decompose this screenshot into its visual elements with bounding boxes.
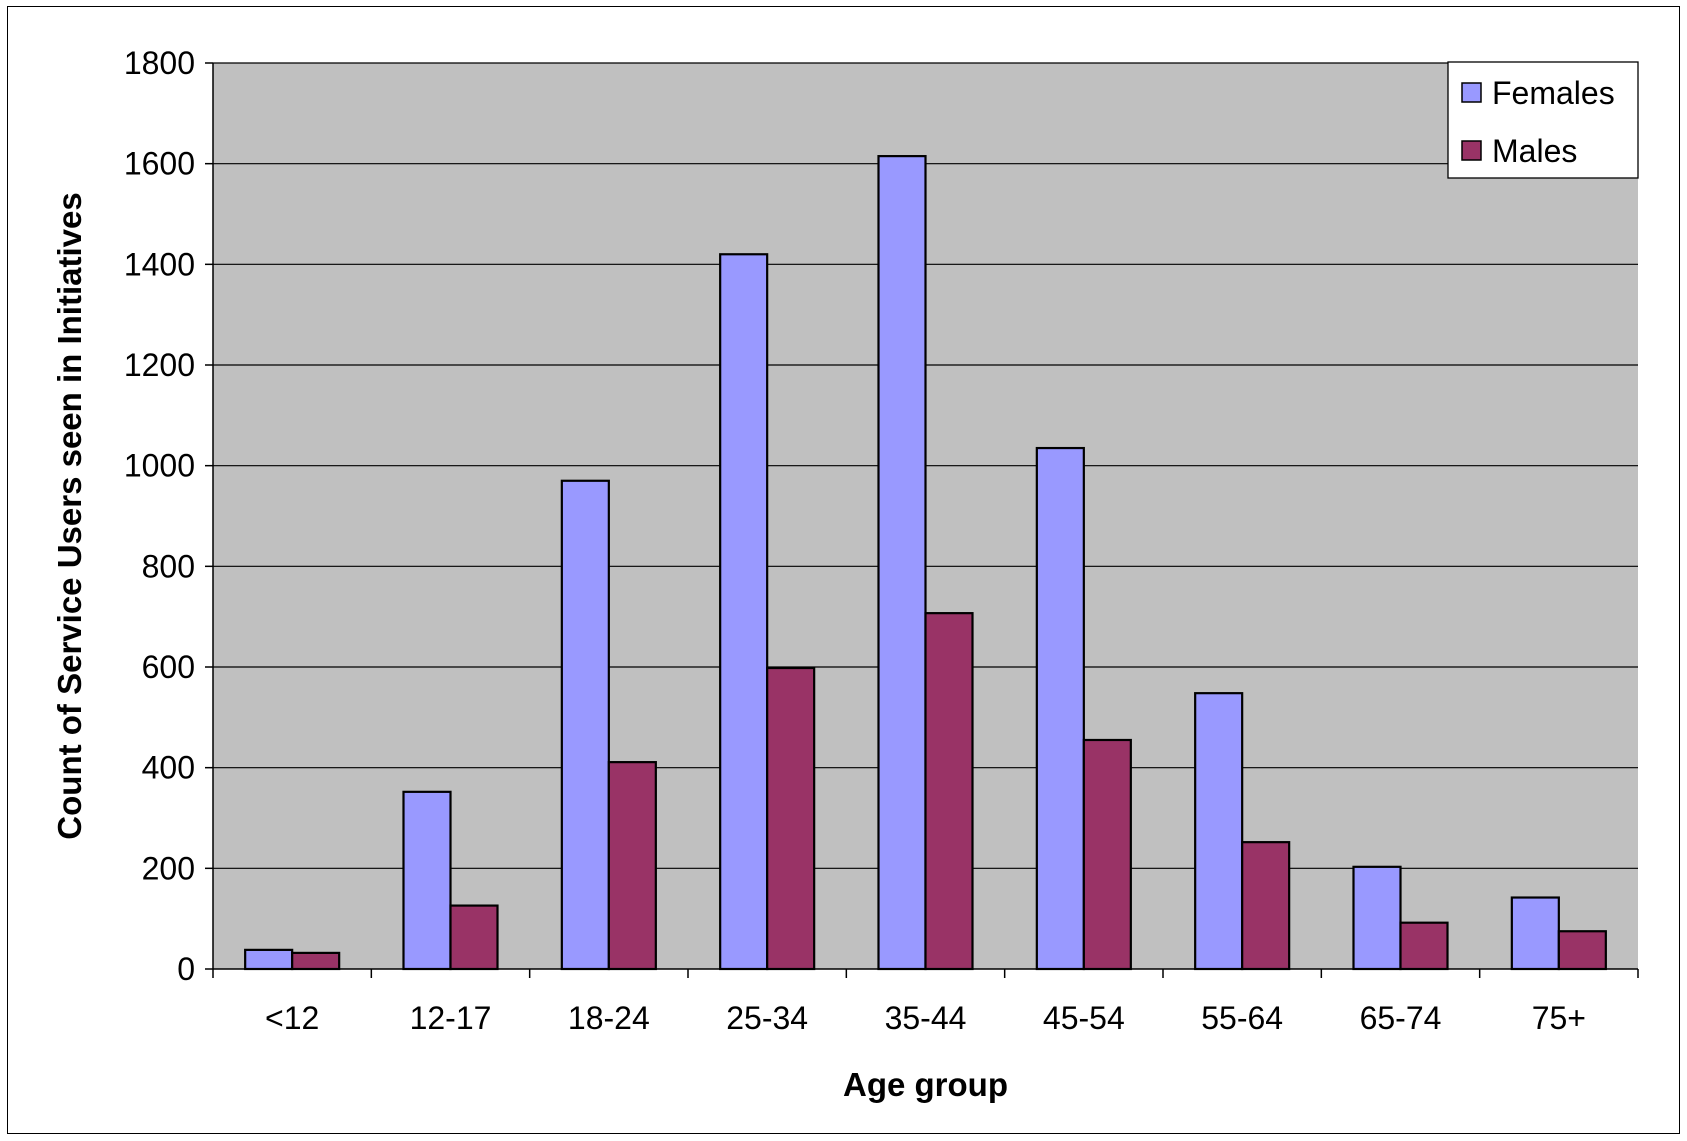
y-tick-label: 1400: [124, 246, 195, 282]
y-tick-label: 600: [142, 649, 195, 685]
bar-females-0: [244, 948, 294, 971]
y-tick-label: 1200: [124, 347, 195, 383]
bar-males-0: [291, 951, 341, 971]
legend-label-females: Females: [1492, 75, 1615, 111]
bar-females-4: [877, 155, 927, 971]
x-tick-label: 75+: [1532, 1000, 1586, 1036]
bar-females-2: [560, 479, 610, 971]
x-tick-label: 18-24: [568, 1000, 650, 1036]
bar-females-3: [719, 253, 769, 971]
legend-swatch-males: [1461, 140, 1482, 161]
x-tick-label: 25-34: [726, 1000, 808, 1036]
legend-swatch-females: [1461, 82, 1482, 103]
bar-males-6: [1241, 841, 1291, 971]
y-tick-label: 400: [142, 750, 195, 786]
bar-males-7: [1399, 921, 1449, 971]
y-tick-label: 200: [142, 850, 195, 886]
x-tick-label: 65-74: [1360, 1000, 1442, 1036]
axes: [205, 62, 1639, 978]
y-tick-label: 800: [142, 548, 195, 584]
bar-females-6: [1194, 692, 1244, 971]
bar-males-1: [449, 904, 499, 971]
bar-males-5: [1082, 738, 1132, 971]
bars: [244, 155, 1607, 971]
bar-females-8: [1510, 896, 1560, 971]
bar-females-7: [1352, 865, 1402, 971]
x-tick-label: <12: [265, 1000, 319, 1036]
x-tick-label: 35-44: [885, 1000, 967, 1036]
y-tick-label: 0: [177, 951, 195, 987]
y-tick-label: 1000: [124, 448, 195, 484]
y-axis-title: Count of Service Users seen in Initiativ…: [51, 192, 88, 839]
bar-males-4: [924, 612, 974, 971]
x-tick-label: 55-64: [1201, 1000, 1283, 1036]
bar-males-3: [766, 666, 816, 971]
y-tick-labels: 0 200 400 600 800 1000 1200 1400 1600 1800: [124, 45, 195, 987]
legend-label-males: Males: [1492, 133, 1577, 169]
bar-males-8: [1557, 930, 1607, 971]
legend: Females Males: [1447, 61, 1639, 179]
x-tick-label: 45-54: [1043, 1000, 1125, 1036]
x-axis-title: Age group: [843, 1066, 1008, 1103]
y-tick-label: 1600: [124, 146, 195, 182]
bar-males-2: [607, 761, 657, 971]
x-tick-labels: <12 12-17 18-24 25-34 35-44 45-54 55-64 65-74 75…: [265, 1000, 1586, 1036]
y-tick-label: 1800: [124, 45, 195, 81]
x-tick-label: 12-17: [410, 1000, 492, 1036]
bar-females-1: [402, 790, 452, 971]
bar-females-5: [1035, 446, 1085, 971]
